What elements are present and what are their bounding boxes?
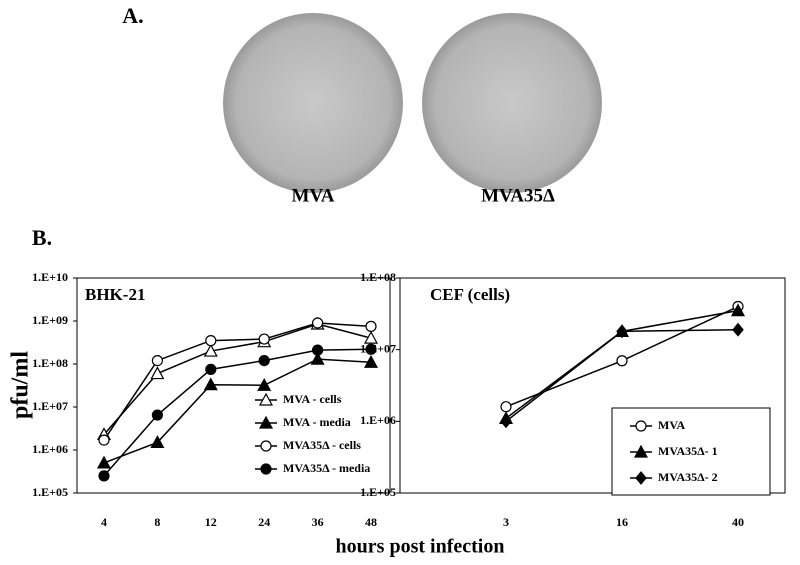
x-tick-label: 36 bbox=[312, 515, 324, 529]
legend-marker bbox=[258, 392, 274, 406]
marker bbox=[98, 434, 110, 446]
panel-label: B. bbox=[32, 225, 52, 250]
marker bbox=[616, 355, 628, 367]
x-tick-label: 48 bbox=[365, 515, 377, 529]
panel-label: A. bbox=[122, 3, 143, 28]
chart-title: BHK-21 bbox=[85, 285, 145, 304]
marker bbox=[258, 354, 270, 367]
marker bbox=[616, 324, 628, 339]
marker bbox=[96, 455, 112, 469]
x-tick-label: 8 bbox=[154, 515, 160, 529]
marker bbox=[365, 320, 377, 332]
x-tick-label: 40 bbox=[732, 515, 744, 529]
y-tick-label: 1.E+08 bbox=[32, 356, 68, 370]
legend-label: MVA - media bbox=[283, 415, 351, 429]
marker bbox=[732, 322, 744, 337]
legend-label: MVA - cells bbox=[283, 392, 342, 406]
marker bbox=[203, 343, 218, 357]
legend-label: MVA bbox=[658, 418, 685, 432]
plate-image bbox=[422, 13, 602, 193]
x-tick-label: 3 bbox=[503, 515, 509, 529]
legend-marker bbox=[635, 471, 647, 485]
legend-label: MVA35Δ - cells bbox=[283, 438, 361, 452]
marker bbox=[151, 409, 163, 421]
y-tick-label: 1.E+06 bbox=[360, 413, 396, 427]
marker bbox=[205, 335, 217, 347]
marker bbox=[258, 333, 270, 345]
series-line bbox=[103, 358, 372, 464]
series-line bbox=[103, 322, 372, 441]
marker bbox=[310, 351, 325, 365]
marker bbox=[363, 330, 379, 344]
legend-label: MVA35Δ- 1 bbox=[658, 444, 718, 458]
marker bbox=[150, 435, 165, 449]
y-tick-label: 1.E+08 bbox=[360, 270, 396, 284]
marker bbox=[363, 354, 379, 368]
legend-marker bbox=[260, 440, 272, 452]
legend-marker bbox=[258, 415, 274, 429]
legend-label: MVA35Δ - media bbox=[283, 461, 370, 475]
marker bbox=[151, 354, 163, 367]
x-tick-label: 12 bbox=[205, 515, 217, 529]
legend-marker bbox=[635, 420, 647, 432]
x-tick-label: 16 bbox=[616, 515, 628, 529]
y-tick-label: 1.E+07 bbox=[32, 399, 68, 413]
series-line bbox=[103, 323, 372, 435]
marker bbox=[150, 366, 165, 380]
marker bbox=[203, 377, 218, 391]
marker bbox=[98, 470, 110, 482]
y-axis-label: pfu/ml bbox=[8, 351, 34, 419]
y-tick-label: 1.E+09 bbox=[32, 313, 68, 327]
plate-label: MVA bbox=[292, 185, 335, 206]
y-tick-label: 1.E+10 bbox=[32, 270, 68, 284]
marker bbox=[730, 303, 746, 317]
marker bbox=[312, 344, 324, 356]
marker bbox=[500, 401, 512, 413]
series-line bbox=[103, 348, 372, 477]
x-axis-label: hours post infection bbox=[336, 536, 505, 558]
marker bbox=[365, 343, 377, 355]
y-tick-label: 1.E+05 bbox=[360, 485, 396, 499]
plate-image bbox=[223, 13, 403, 193]
marker bbox=[500, 414, 512, 429]
plot-area bbox=[399, 277, 786, 494]
y-tick-label: 1.E+07 bbox=[360, 341, 396, 355]
x-tick-label: 4 bbox=[101, 515, 107, 529]
plate-label: MVA35Δ bbox=[481, 185, 555, 206]
plot-area bbox=[76, 277, 391, 494]
y-tick-label: 1.E+05 bbox=[32, 485, 68, 499]
legend-label: MVA35Δ- 2 bbox=[658, 470, 718, 484]
marker bbox=[205, 363, 217, 375]
x-tick-label: 24 bbox=[258, 515, 270, 529]
y-tick-label: 1.E+06 bbox=[32, 442, 68, 456]
chart-title: CEF (cells) bbox=[430, 285, 510, 304]
marker bbox=[257, 378, 272, 391]
legend-marker bbox=[633, 444, 649, 458]
marker bbox=[312, 317, 324, 329]
legend-marker bbox=[260, 463, 272, 475]
